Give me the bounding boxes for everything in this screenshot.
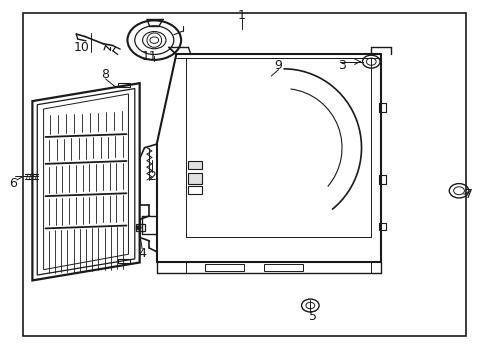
Text: 7: 7: [464, 188, 472, 201]
Bar: [118, 259, 130, 263]
Bar: [188, 173, 202, 184]
Text: 8: 8: [102, 68, 109, 81]
Text: 5: 5: [308, 310, 316, 323]
Text: 10: 10: [73, 41, 89, 54]
Text: 6: 6: [9, 177, 17, 190]
Bar: [136, 225, 145, 231]
Bar: [118, 83, 130, 87]
Bar: [205, 264, 244, 271]
Text: 1: 1: [238, 9, 245, 22]
Text: 2: 2: [147, 170, 156, 183]
Text: 4: 4: [138, 247, 146, 260]
Text: 9: 9: [274, 59, 282, 72]
Text: 11: 11: [141, 50, 157, 63]
Bar: [188, 186, 202, 194]
Circle shape: [136, 226, 141, 229]
Bar: [188, 161, 202, 169]
Bar: [378, 223, 385, 230]
Bar: [378, 103, 385, 112]
Text: 3: 3: [337, 59, 345, 72]
Bar: [264, 264, 303, 271]
Bar: [378, 175, 385, 184]
